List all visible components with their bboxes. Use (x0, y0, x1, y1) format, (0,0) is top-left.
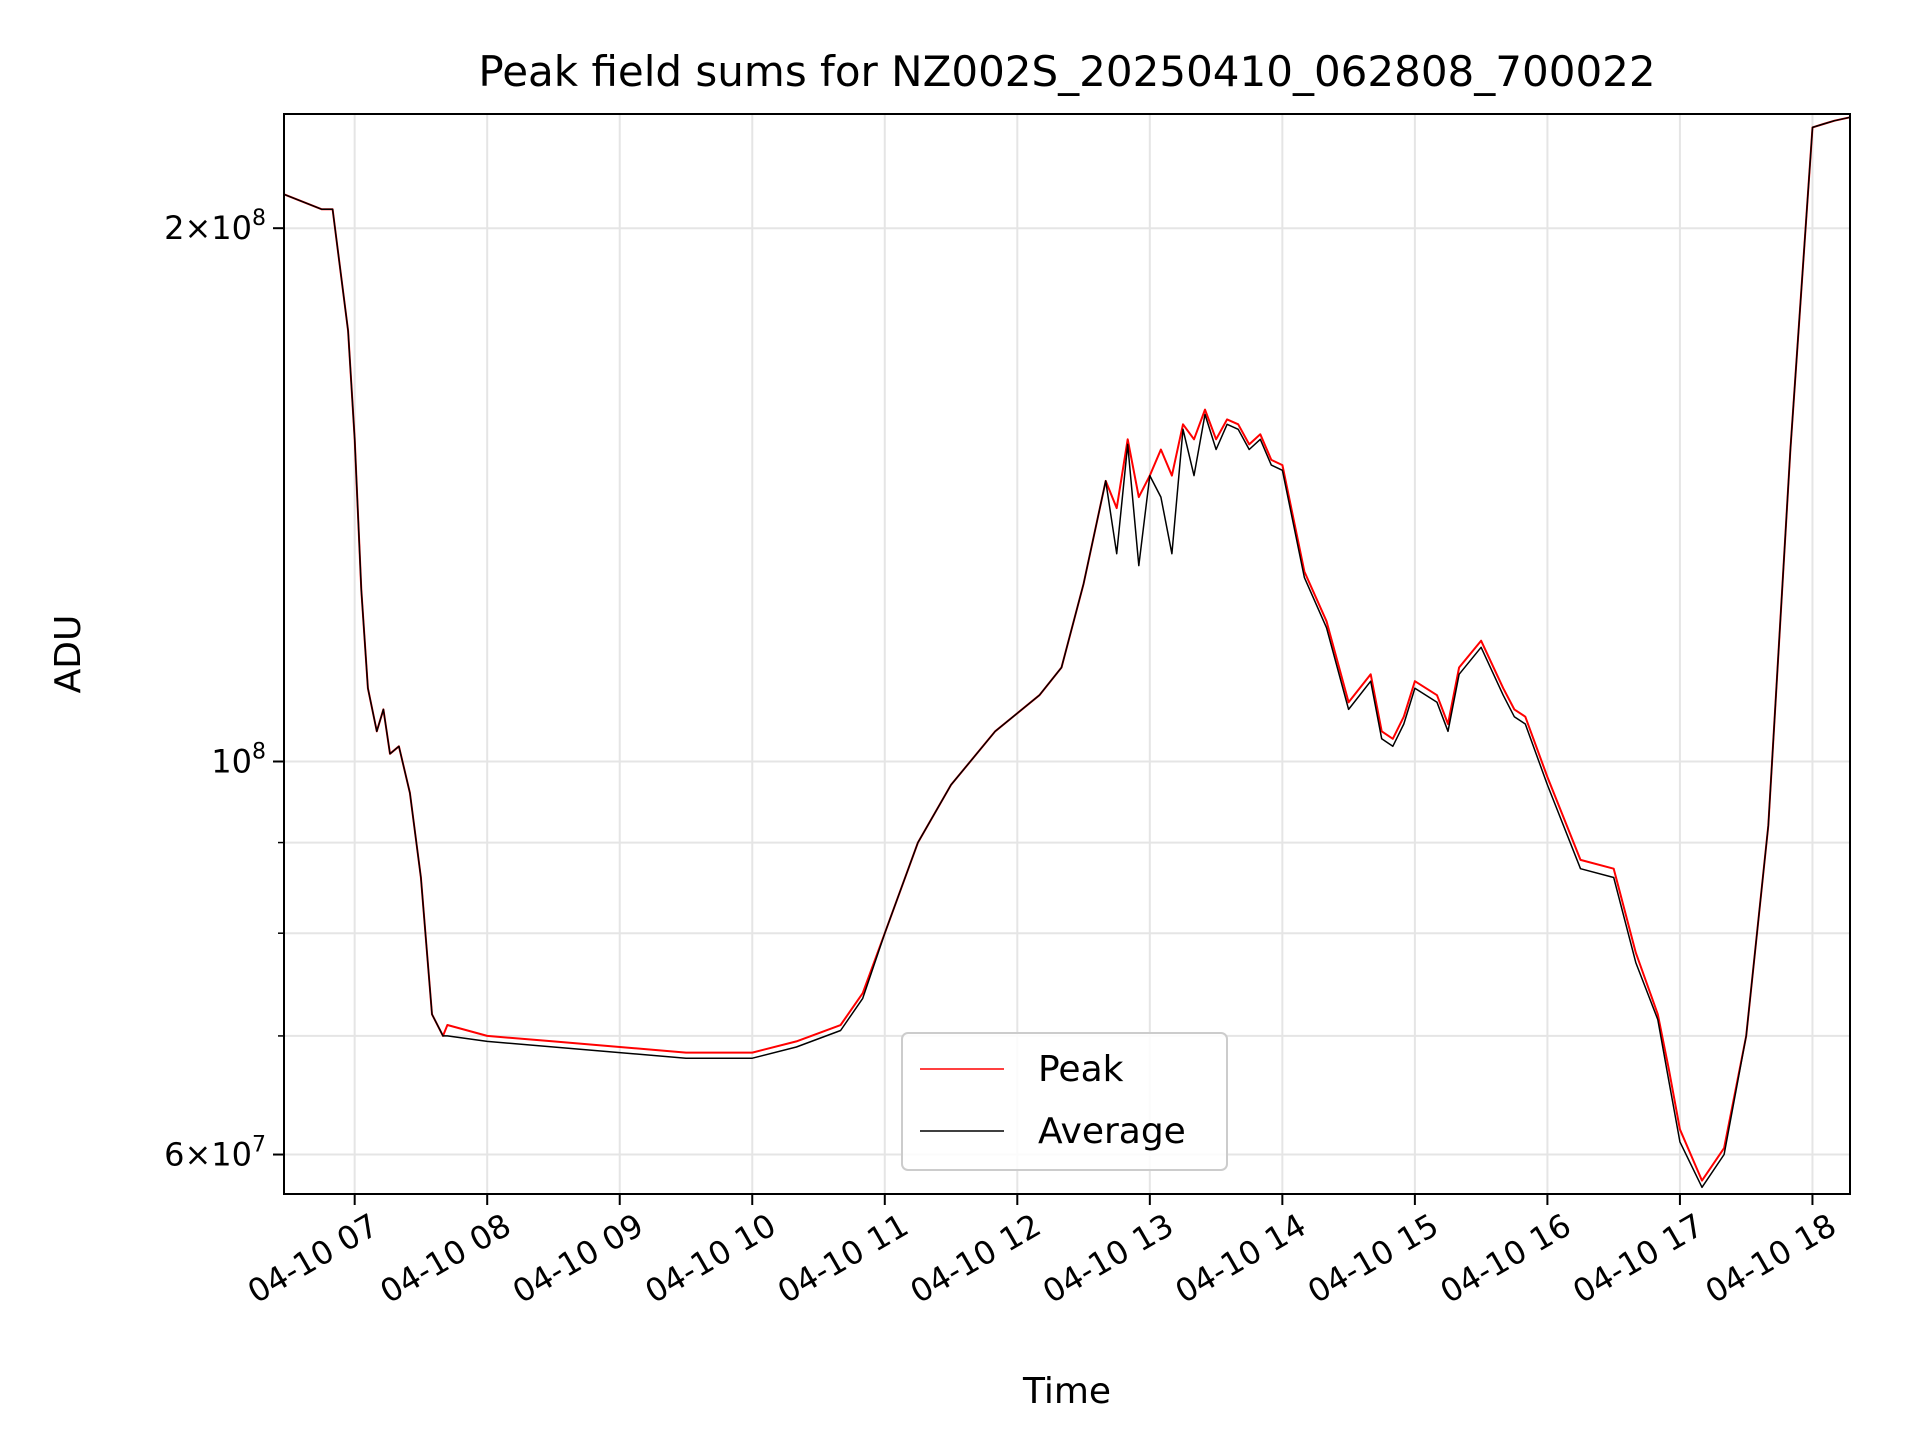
legend-box (901, 1032, 1228, 1171)
plot-frame (283, 113, 1851, 1195)
x-tick-label: 04-10 11 (771, 1206, 915, 1311)
y-axis-label: ADU (48, 615, 89, 694)
series-line-average (283, 116, 1851, 1189)
legend-label-peak: Peak (1038, 1049, 1124, 1090)
x-tick-label: 04-10 08 (374, 1206, 518, 1311)
x-tick-label: 04-10 16 (1434, 1206, 1578, 1311)
y-tick-label: 6×107 (164, 1133, 266, 1174)
x-tick-label: 04-10 13 (1036, 1206, 1180, 1311)
chart-title: Peak field sums for NZ002S_20250410_0628… (478, 47, 1655, 96)
x-tick-label: 04-10 07 (241, 1206, 385, 1311)
x-tick-label: 04-10 09 (506, 1206, 650, 1311)
x-axis-label: Time (1022, 1371, 1111, 1412)
x-tick-label: 04-10 15 (1301, 1206, 1445, 1311)
legend: Peak Average (901, 1032, 1228, 1171)
y-tick-label: 2×108 (164, 206, 266, 247)
legend-label-average: Average (1038, 1111, 1186, 1152)
x-tick-label: 04-10 17 (1566, 1206, 1710, 1311)
x-tick-label: 04-10 18 (1699, 1206, 1843, 1311)
x-tick-label: 04-10 10 (639, 1206, 783, 1311)
y-axis: 6×107 108 2×108 (164, 206, 284, 1174)
series-layer (283, 116, 1851, 1189)
x-tick-label: 04-10 12 (904, 1206, 1048, 1311)
x-tick-label: 04-10 14 (1169, 1206, 1313, 1311)
y-tick-label: 108 (211, 740, 266, 781)
